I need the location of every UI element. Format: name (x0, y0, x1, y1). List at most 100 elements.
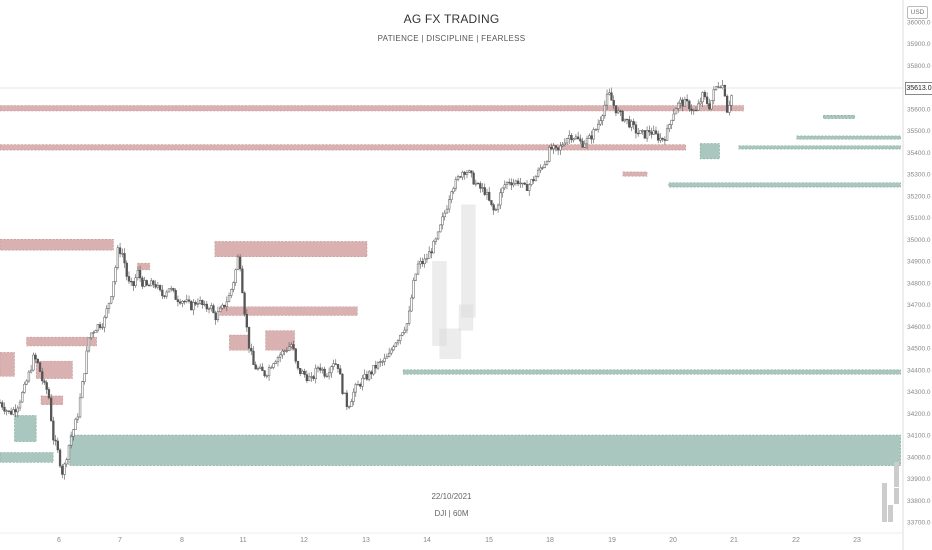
supply-zone-11[interactable] (137, 262, 150, 271)
candle (412, 277, 415, 300)
highlight-box-2[interactable] (439, 328, 462, 359)
demand-zone-19[interactable] (738, 145, 901, 150)
supply-zone-6[interactable] (0, 352, 15, 377)
candle (212, 303, 215, 314)
candle (392, 344, 395, 352)
candle (178, 298, 182, 305)
candle (652, 125, 655, 135)
candle (90, 332, 93, 340)
time-tick-label: 7 (118, 537, 122, 544)
candle (410, 294, 413, 312)
candle (583, 140, 586, 148)
candle (92, 330, 95, 338)
candle (608, 88, 611, 96)
candle (532, 176, 535, 184)
candle (637, 127, 640, 137)
candle (203, 300, 206, 307)
candle (514, 179, 518, 186)
candle (488, 187, 491, 202)
time-axis[interactable]: 6 7 8 11 12 13 14 15 18 19 20 21 22 23 (57, 537, 861, 544)
candle (672, 108, 675, 122)
candle (432, 239, 435, 254)
candle (439, 224, 442, 233)
highlight-box-1[interactable] (432, 261, 447, 346)
candle (29, 365, 33, 374)
candle (121, 248, 124, 258)
demand-zone-15[interactable] (69, 434, 901, 466)
candle (579, 134, 582, 145)
candle (603, 100, 606, 119)
demand-zone-13[interactable] (14, 415, 37, 442)
candle (456, 174, 460, 182)
candle (712, 86, 715, 105)
candle (576, 131, 580, 140)
supply-zone-7[interactable] (35, 360, 73, 379)
candle (665, 124, 669, 141)
candle (165, 289, 168, 299)
demand-zone-14[interactable] (0, 452, 54, 463)
highlight-box-0[interactable] (461, 204, 476, 318)
demand-zone-17[interactable] (668, 182, 901, 188)
candle (63, 462, 66, 480)
candle (452, 186, 455, 195)
candle (103, 315, 106, 333)
demand-zone-21[interactable] (823, 115, 856, 119)
highlight-box-3[interactable] (458, 304, 474, 331)
candle (454, 176, 457, 192)
supply-zone-10[interactable] (265, 330, 295, 351)
price-tick-label: 34200.0 (907, 411, 931, 418)
candle (0, 399, 2, 404)
demand-zone-20[interactable] (796, 135, 901, 140)
supply-zone-4[interactable] (219, 306, 358, 316)
candle (310, 372, 313, 382)
candle (21, 390, 24, 403)
price-tick-label: 34500.0 (907, 346, 931, 353)
candle (58, 448, 62, 469)
price-tick-label: 34600.0 (907, 324, 931, 331)
candle (83, 373, 86, 385)
price-axis[interactable]: 33700.0 33800.0 33900.0 34000.0 34100.0 34200… (907, 19, 931, 526)
supply-zone-0[interactable] (0, 105, 744, 112)
candle (681, 97, 684, 112)
candle (98, 321, 102, 330)
supply-zone-9[interactable] (229, 334, 249, 351)
demand-zone-18[interactable] (699, 143, 720, 160)
candle (501, 187, 504, 198)
candle (107, 302, 111, 314)
candle (18, 399, 22, 411)
supply-zone-2[interactable] (0, 239, 114, 251)
candle (592, 127, 595, 144)
candle (303, 368, 306, 378)
supply-zone-1[interactable] (0, 144, 687, 151)
candle (563, 138, 566, 147)
candle (365, 370, 369, 381)
supply-zone-12[interactable] (622, 171, 648, 177)
candle (9, 407, 13, 416)
candle (654, 126, 658, 135)
candle (730, 94, 733, 111)
candle (176, 295, 180, 307)
candle (41, 367, 44, 385)
supply-zone-3[interactable] (214, 241, 368, 258)
candle (143, 276, 146, 288)
candle (283, 349, 286, 356)
candle (612, 95, 615, 110)
candle (556, 147, 560, 155)
candle (170, 285, 173, 292)
candle (163, 295, 166, 299)
candle (597, 119, 600, 133)
candle (374, 360, 377, 374)
candle (267, 364, 271, 381)
candle (407, 305, 411, 326)
currency-badge[interactable]: USD (907, 6, 928, 19)
price-tick-label: 35400.0 (907, 150, 931, 157)
candle (134, 274, 137, 288)
supply-zone-5[interactable] (26, 336, 97, 347)
candle (530, 178, 533, 187)
candle (138, 265, 142, 282)
demand-zone-16[interactable] (402, 369, 901, 375)
candle (190, 300, 193, 311)
candle (643, 130, 647, 140)
candle (494, 207, 498, 211)
